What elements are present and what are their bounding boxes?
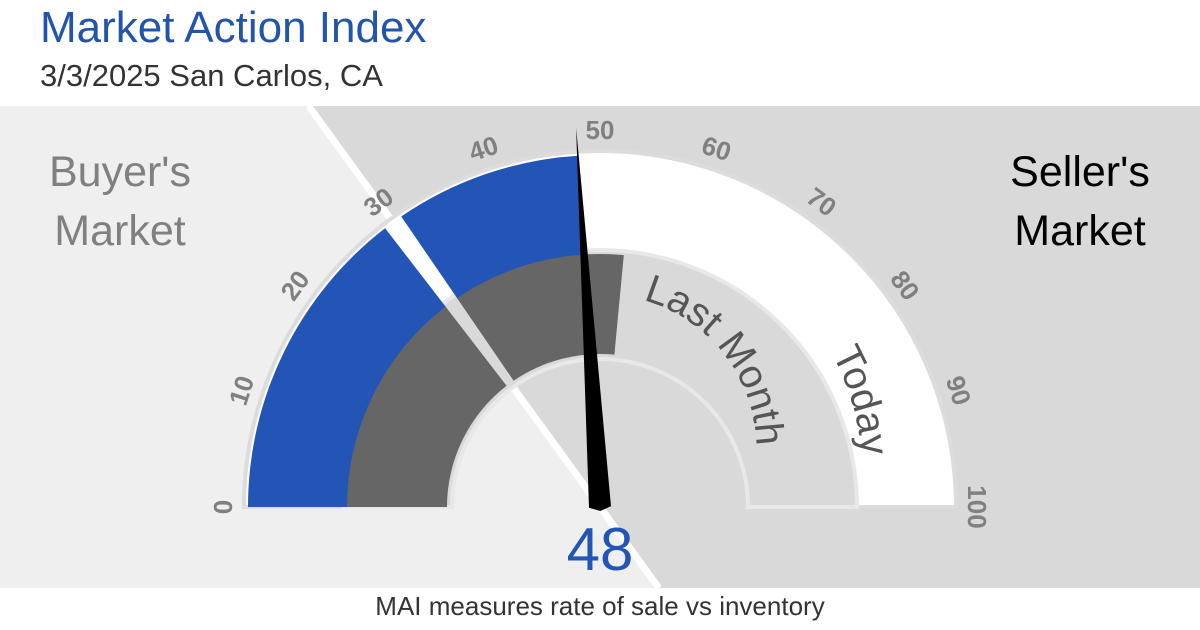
- tick-label: 0: [208, 500, 238, 514]
- today-bar-segment: [401, 155, 585, 300]
- page-title: Market Action Index: [40, 3, 427, 52]
- buyer-market-label: Buyer's: [49, 148, 191, 196]
- seller-market-label: Market: [1014, 207, 1145, 255]
- tick-label: 100: [962, 485, 992, 528]
- gauge-needle: [576, 127, 611, 511]
- last-month-bar-segment: [347, 306, 507, 507]
- header: Market Action Index 3/3/2025 San Carlos,…: [0, 0, 1200, 106]
- seller-market-label: Seller's: [1010, 148, 1150, 196]
- today-bar-segment: [248, 228, 447, 507]
- tick-label: 50: [586, 115, 615, 145]
- page-subtitle: 3/3/2025 San Carlos, CA: [40, 58, 383, 93]
- buyer-market-label: Market: [54, 207, 185, 255]
- footnote: MAI measures rate of sale vs inventory: [375, 591, 825, 621]
- gauge-value: 48: [567, 516, 634, 583]
